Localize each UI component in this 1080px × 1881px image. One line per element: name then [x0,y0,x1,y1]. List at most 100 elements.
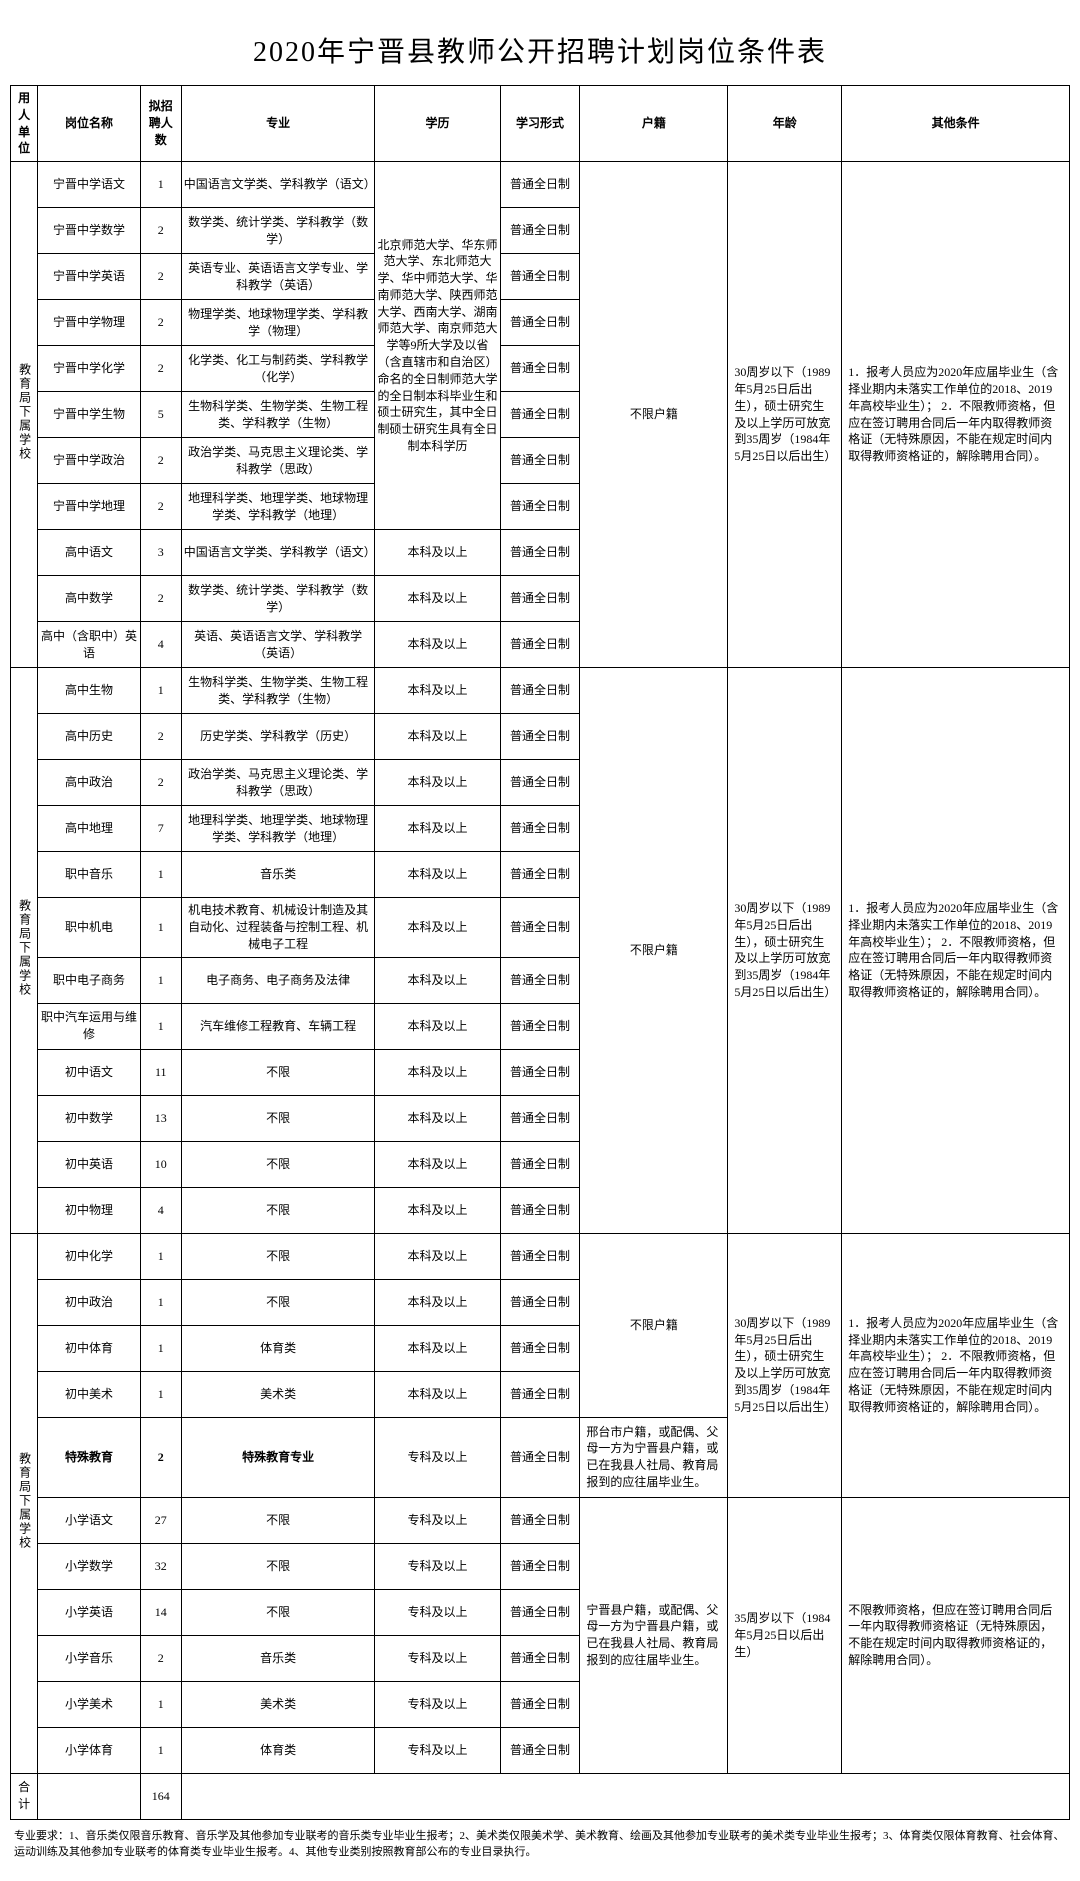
num-cell: 2 [140,300,181,346]
edu-cell: 本科及以上 [375,760,500,806]
other-cell: 不限教师资格，但应在签订聘用合同后一年内取得教师资格证（无特殊原因，不能在规定时… [842,1497,1070,1773]
post-cell: 宁晋中学地理 [38,484,140,530]
post-cell: 职中汽车运用与维修 [38,1003,140,1049]
edu-cell: 本科及以上 [375,1187,500,1233]
form-cell: 普通全日制 [500,668,580,714]
num-cell: 2 [140,438,181,484]
num-cell: 1 [140,668,181,714]
form-cell: 普通全日制 [500,254,580,300]
table-row: 教育局下属学校宁晋中学语文1中国语言文学类、学科教学（语文）北京师范大学、华东师… [11,162,1070,208]
form-cell: 普通全日制 [500,1003,580,1049]
form-cell: 普通全日制 [500,530,580,576]
form-cell: 普通全日制 [500,1543,580,1589]
post-cell: 宁晋中学英语 [38,254,140,300]
unit-cell: 教育局下属学校 [11,668,38,1233]
form-cell: 普通全日制 [500,208,580,254]
major-cell: 历史学类、学科教学（历史） [181,714,375,760]
edu-cell: 本科及以上 [375,806,500,852]
major-cell: 英语专业、英语语言文学专业、学科教学（英语） [181,254,375,300]
edu-cell: 北京师范大学、华东师范大学、东北师范大学、华中师范大学、华南师范大学、陕西师范大… [375,162,500,530]
form-cell: 普通全日制 [500,898,580,957]
table-row: 教育局下属学校高中生物1生物科学类、生物学类、生物工程类、学科教学（生物）本科及… [11,668,1070,714]
num-cell: 1 [140,957,181,1003]
form-cell: 普通全日制 [500,852,580,898]
num-cell: 13 [140,1095,181,1141]
form-cell: 普通全日制 [500,957,580,1003]
form-cell: 普通全日制 [500,576,580,622]
major-cell: 不限 [181,1049,375,1095]
major-cell: 汽车维修工程教育、车辆工程 [181,1003,375,1049]
edu-cell: 本科及以上 [375,1049,500,1095]
blank [38,1773,140,1819]
form-cell: 普通全日制 [500,806,580,852]
num-cell: 3 [140,530,181,576]
major-cell: 数学类、统计学类、学科教学（数学） [181,576,375,622]
age-cell: 30周岁以下（1989年5月25日后出生），硕士研究生及以上学历可放宽到35周岁… [728,668,842,1233]
num-cell: 1 [140,1233,181,1279]
major-cell: 不限 [181,1141,375,1187]
num-cell: 2 [140,760,181,806]
num-cell: 2 [140,1417,181,1497]
major-cell: 音乐类 [181,1635,375,1681]
major-cell: 不限 [181,1187,375,1233]
other-cell: 1．报考人员应为2020年应届毕业生（含择业期内未落实工作单位的2018、201… [842,668,1070,1233]
post-cell: 初中物理 [38,1187,140,1233]
post-cell: 初中数学 [38,1095,140,1141]
post-cell: 职中电子商务 [38,957,140,1003]
post-cell: 宁晋中学语文 [38,162,140,208]
form-cell: 普通全日制 [500,1635,580,1681]
num-cell: 4 [140,622,181,668]
table-row: 小学语文27不限专科及以上普通全日制宁晋县户籍，或配偶、父母一方为宁晋县户籍，或… [11,1497,1070,1543]
num-cell: 4 [140,1187,181,1233]
post-cell: 小学语文 [38,1497,140,1543]
major-cell: 不限 [181,1279,375,1325]
edu-cell: 专科及以上 [375,1635,500,1681]
form-cell: 普通全日制 [500,346,580,392]
edu-cell: 本科及以上 [375,1325,500,1371]
age-cell: 35周岁以下（1984年5月25日以后出生） [728,1497,842,1773]
form-cell: 普通全日制 [500,1049,580,1095]
post-cell: 高中语文 [38,530,140,576]
num-cell: 27 [140,1497,181,1543]
form-cell: 普通全日制 [500,622,580,668]
num-cell: 1 [140,1727,181,1773]
edu-cell: 本科及以上 [375,1095,500,1141]
post-cell: 高中（含职中）英语 [38,622,140,668]
form-cell: 普通全日制 [500,1095,580,1141]
major-cell: 地理科学类、地理学类、地球物理学类、学科教学（地理） [181,484,375,530]
form-cell: 普通全日制 [500,300,580,346]
edu-cell: 专科及以上 [375,1543,500,1589]
form-cell: 普通全日制 [500,1727,580,1773]
positions-table: 用人单位 岗位名称 拟招聘人数 专业 学历 学习形式 户籍 年龄 其他条件 教育… [10,85,1070,1820]
total-num: 164 [140,1773,181,1819]
num-cell: 5 [140,392,181,438]
blank [181,1773,1069,1819]
post-cell: 小学音乐 [38,1635,140,1681]
major-cell: 体育类 [181,1727,375,1773]
major-cell: 化学类、化工与制药类、学科教学（化学） [181,346,375,392]
table-row: 合计164 [11,1773,1070,1819]
major-cell: 政治学类、马克思主义理论类、学科教学（思政） [181,438,375,484]
major-cell: 电子商务、电子商务及法律 [181,957,375,1003]
edu-cell: 本科及以上 [375,898,500,957]
edu-cell: 本科及以上 [375,530,500,576]
post-cell: 高中地理 [38,806,140,852]
num-cell: 1 [140,1371,181,1417]
other-cell: 1．报考人员应为2020年应届毕业生（含择业期内未落实工作单位的2018、201… [842,162,1070,668]
edu-cell: 本科及以上 [375,1371,500,1417]
post-cell: 宁晋中学政治 [38,438,140,484]
post-cell: 宁晋中学数学 [38,208,140,254]
table-row: 教育局下属学校初中化学1不限本科及以上普通全日制不限户籍30周岁以下（1989年… [11,1233,1070,1279]
unit-cell: 教育局下属学校 [11,1233,38,1773]
major-cell: 不限 [181,1589,375,1635]
form-cell: 普通全日制 [500,1371,580,1417]
num-cell: 2 [140,346,181,392]
major-cell: 特殊教育专业 [181,1417,375,1497]
post-cell: 初中美术 [38,1371,140,1417]
major-cell: 政治学类、马克思主义理论类、学科教学（思政） [181,760,375,806]
th-post: 岗位名称 [38,86,140,162]
num-cell: 10 [140,1141,181,1187]
edu-cell: 本科及以上 [375,714,500,760]
form-cell: 普通全日制 [500,1279,580,1325]
major-cell: 地理科学类、地理学类、地球物理学类、学科教学（地理） [181,806,375,852]
